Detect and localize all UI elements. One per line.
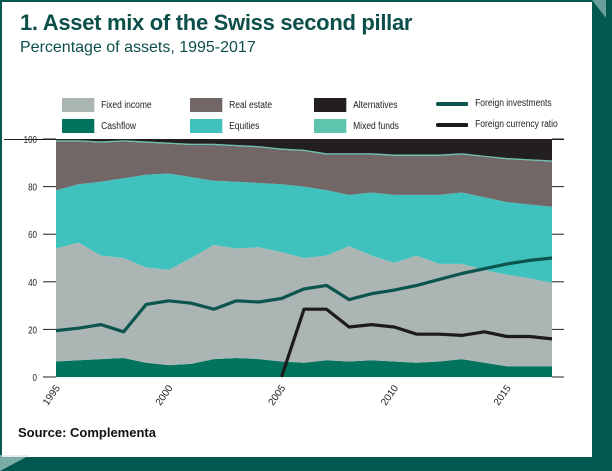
legend-label: Real estate <box>229 99 273 111</box>
legend-item-mixed-funds: Mixed funds <box>314 119 399 133</box>
legend-label: Cashflow <box>101 120 137 132</box>
legend-label: Foreign currency ratio <box>475 119 558 130</box>
legend-item-fixed-income: Fixed income <box>62 98 152 112</box>
legend-swatch-cashflow <box>62 119 95 133</box>
legend-swatch-foreign-currency-ratio <box>436 122 469 127</box>
x-tick-label: 2000 <box>154 383 176 408</box>
y-tick-label: 80 <box>28 182 37 193</box>
area-cashflow <box>56 358 552 377</box>
area-equities <box>56 173 552 283</box>
legend-swatch-mixed-funds <box>314 119 347 133</box>
corner-fold-top-right <box>592 0 606 18</box>
legend-swatch-equities <box>190 119 223 133</box>
x-tick-label: 2010 <box>379 383 401 408</box>
legend-label: Fixed income <box>101 99 152 111</box>
legend-item-real-estate: Real estate <box>190 98 272 112</box>
area-real-estate <box>56 141 552 207</box>
chart-title: 1. Asset mix of the Swiss second pillar <box>20 10 413 35</box>
area-alternatives <box>56 139 552 161</box>
legend-item-foreign-investments: Foreign investments <box>436 98 552 109</box>
legend-swatch-real-estate <box>190 98 223 112</box>
source-note: Source: Complementa <box>18 425 156 440</box>
legend-swatch-fixed-income <box>62 98 95 112</box>
x-tick-label: 2005 <box>267 383 289 408</box>
legend-label: Equities <box>229 120 260 132</box>
line-foreign-currency-ratio <box>279 307 553 378</box>
legend-swatch-alternatives <box>314 98 347 112</box>
chart-subtitle: Percentage of assets, 1995-2017 <box>20 39 256 56</box>
legend-item-foreign-currency-ratio: Foreign currency ratio <box>436 119 558 130</box>
y-tick-label: 100 <box>24 134 37 145</box>
y-tick-label: 40 <box>28 277 37 288</box>
y-tick-label: 60 <box>28 229 37 240</box>
line-foreign-investments <box>55 256 553 334</box>
legend-item-equities: Equities <box>190 119 259 133</box>
y-tick-label: 0 <box>33 372 37 383</box>
x-tick-label: 2015 <box>492 383 514 408</box>
y-tick-label: 20 <box>28 325 37 336</box>
area-mixed-funds <box>56 140 552 162</box>
legend-item-cashflow: Cashflow <box>62 119 136 133</box>
legend-item-alternatives: Alternatives <box>314 98 398 112</box>
legend-label: Foreign investments <box>475 98 552 109</box>
corner-fold-bottom-left <box>0 455 30 471</box>
legend-swatch-foreign-investments <box>436 101 469 106</box>
legend-label: Mixed funds <box>353 120 399 132</box>
x-tick-label: 1995 <box>41 383 63 408</box>
legend-label: Alternatives <box>353 99 398 111</box>
